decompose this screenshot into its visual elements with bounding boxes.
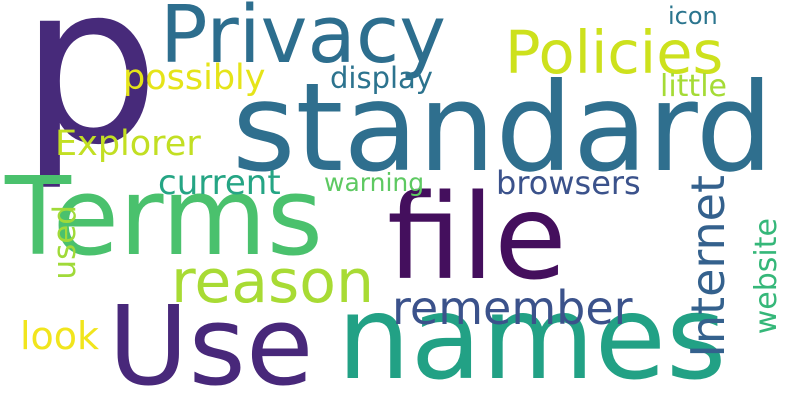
word-names: names — [337, 271, 727, 400]
word-website: website — [749, 218, 784, 335]
word-policies: Policies — [505, 18, 724, 87]
word-file: file — [387, 168, 567, 306]
word-browsers: browsers — [496, 164, 641, 202]
word-privacy: Privacy — [160, 0, 447, 81]
word-standard: standard — [232, 57, 774, 199]
word-terms: Terms — [5, 155, 324, 280]
word-explorer: Explorer — [55, 124, 201, 164]
word-internet: Internet — [681, 175, 735, 358]
word-look: look — [20, 314, 100, 358]
word-current: current — [158, 163, 281, 203]
word-icon: icon — [668, 2, 718, 30]
word-little: little — [660, 69, 727, 104]
word-possibly: possibly — [123, 58, 266, 98]
word-used: used — [47, 205, 83, 280]
word-use: Use — [108, 282, 314, 400]
word-p: p — [20, 0, 160, 193]
word-warning: warning — [324, 168, 425, 197]
word-remember: remember — [392, 281, 633, 335]
word-display: display — [330, 61, 433, 95]
word-reason: reason — [171, 247, 375, 317]
